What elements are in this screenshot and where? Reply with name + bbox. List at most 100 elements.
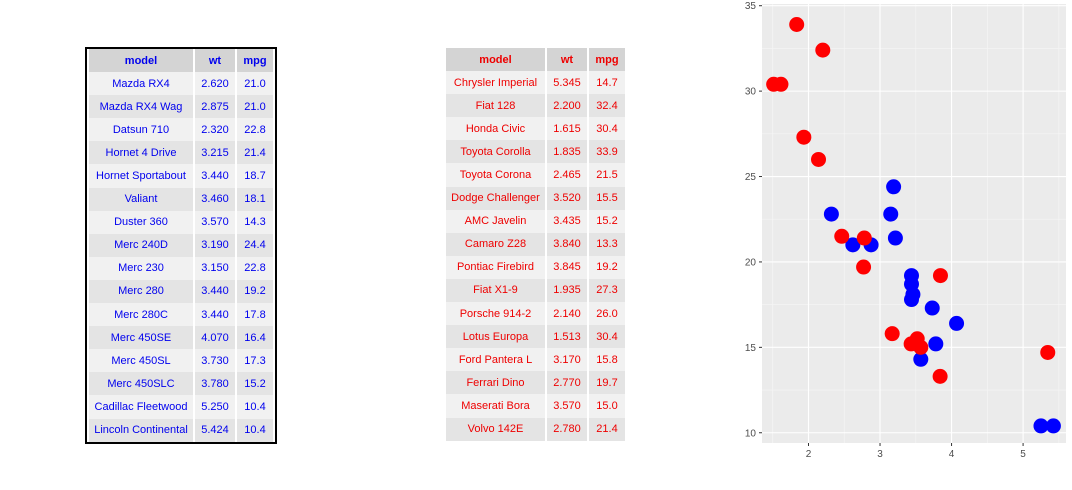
table-row[interactable]: Duster 360 3.570 14.3 [89,210,273,234]
table-row[interactable]: Camaro Z28 3.840 13.3 [446,232,625,256]
table-row[interactable]: Cadillac Fleetwood 5.250 10.4 [89,395,273,419]
cell-model: Chrysler Imperial [446,71,545,95]
cell-model: Ferrari Dino [446,371,545,395]
table-row[interactable]: Maserati Bora 3.570 15.0 [446,394,625,418]
table-row[interactable]: Hornet 4 Drive 3.215 21.4 [89,141,273,165]
cell-mpg: 17.8 [237,303,273,327]
cell-wt: 3.170 [547,348,587,372]
cell-mpg: 19.2 [589,255,625,279]
red-data-point [884,326,900,342]
blue-data-point [886,179,902,195]
cell-wt: 2.770 [547,371,587,395]
cell-mpg: 30.4 [589,117,625,141]
table-row[interactable]: Merc 280 3.440 19.2 [89,279,273,304]
cell-mpg: 16.4 [237,326,273,350]
x-tick-label: 3 [877,449,883,460]
table-row[interactable]: Valiant 3.460 18.1 [89,187,273,211]
table-row[interactable]: Merc 450SE 4.070 16.4 [89,326,273,350]
table-row[interactable]: Merc 450SLC 3.780 15.2 [89,372,273,396]
cell-model: Hornet 4 Drive [89,141,193,165]
cell-mpg: 24.4 [237,233,273,257]
y-tick-label: 30 [745,87,757,98]
table-row[interactable]: Mazda RX4 Wag 2.875 21.0 [89,95,273,119]
table-row[interactable]: Mazda RX4 2.620 21.0 [89,72,273,96]
y-tick-label: 10 [745,428,757,439]
table-row[interactable]: Dodge Challenger 3.520 15.5 [446,186,625,210]
cell-wt: 5.345 [547,71,587,95]
cell-model: Datsun 710 [89,118,193,142]
table-row[interactable]: Hornet Sportabout 3.440 18.7 [89,164,273,188]
cell-mpg: 27.3 [589,278,625,303]
table-row[interactable]: Lotus Europa 1.513 30.4 [446,325,625,349]
table-row[interactable]: Honda Civic 1.615 30.4 [446,117,625,141]
cell-wt: 5.424 [195,418,235,442]
red-data-point [932,268,948,284]
cell-wt: 2.465 [547,163,587,187]
cell-mpg: 32.4 [589,94,625,118]
column-header-wt[interactable]: wt [195,49,235,73]
cell-wt: 2.875 [195,95,235,119]
column-header-mpg[interactable]: mpg [589,48,625,72]
cell-model: Cadillac Fleetwood [89,395,193,419]
table-row[interactable]: Ford Pantera L 3.170 15.8 [446,348,625,372]
table-row[interactable]: Pontiac Firebird 3.845 19.2 [446,255,625,279]
blue-data-point [903,268,919,284]
cell-wt: 1.615 [547,117,587,141]
table-row[interactable]: Chrysler Imperial 5.345 14.7 [446,71,625,95]
table-row[interactable]: Fiat X1-9 1.935 27.3 [446,278,625,303]
blue-data-point [949,315,965,331]
cell-wt: 3.570 [547,394,587,418]
column-header-model[interactable]: model [446,48,545,72]
cell-model: Hornet Sportabout [89,164,193,188]
table-row[interactable]: Datsun 710 2.320 22.8 [89,118,273,142]
cell-wt: 1.513 [547,325,587,349]
cell-wt: 3.440 [195,279,235,304]
cell-model: Fiat X1-9 [446,278,545,303]
cell-mpg: 15.0 [589,394,625,418]
table-row[interactable]: Toyota Corona 2.465 21.5 [446,163,625,187]
cell-wt: 1.935 [547,278,587,303]
cell-model: Lotus Europa [446,325,545,349]
table-row[interactable]: Toyota Corolla 1.835 33.9 [446,140,625,164]
column-header-wt[interactable]: wt [547,48,587,72]
table-row[interactable]: Lincoln Continental 5.424 10.4 [89,418,273,442]
column-header-model[interactable]: model [89,49,193,73]
red-data-point [796,129,812,145]
cell-model: Merc 450SLC [89,372,193,396]
column-header-mpg[interactable]: mpg [237,49,273,73]
cell-wt: 3.730 [195,349,235,373]
table-row[interactable]: Merc 280C 3.440 17.8 [89,303,273,327]
table-row[interactable]: Ferrari Dino 2.770 19.7 [446,371,625,395]
cell-wt: 2.320 [195,118,235,142]
red-data-point [856,259,872,275]
cell-model: Mazda RX4 Wag [89,95,193,119]
cell-wt: 2.780 [547,417,587,441]
cell-mpg: 21.0 [237,95,273,119]
cell-wt: 3.570 [195,210,235,234]
cell-model: Merc 240D [89,233,193,257]
left-table-body: Mazda RX4 2.620 21.0 Mazda RX4 Wag 2.875 21.0… [89,72,273,442]
cell-mpg: 33.9 [589,140,625,164]
table-row[interactable]: Fiat 128 2.200 32.4 [446,94,625,118]
cell-model: Volvo 142E [446,417,545,441]
cell-wt: 3.440 [195,164,235,188]
blue-data-point [887,230,903,246]
table-row[interactable]: Volvo 142E 2.780 21.4 [446,417,625,441]
table-row[interactable]: Merc 450SL 3.730 17.3 [89,349,273,373]
table-row[interactable]: Merc 230 3.150 22.8 [89,256,273,280]
cell-wt: 3.435 [547,209,587,233]
cell-mpg: 18.7 [237,164,273,188]
table-row[interactable]: Porsche 914-2 2.140 26.0 [446,302,625,326]
cell-wt: 3.215 [195,141,235,165]
y-tick-label: 15 [745,343,757,354]
cell-mpg: 22.8 [237,256,273,280]
cell-wt: 2.200 [547,94,587,118]
red-data-point [834,228,850,244]
grid-lines [762,4,1066,443]
cell-mpg: 10.4 [237,418,273,442]
cell-wt: 3.150 [195,256,235,280]
table-row[interactable]: AMC Javelin 3.435 15.2 [446,209,625,233]
cell-mpg: 15.5 [589,186,625,210]
table-row[interactable]: Merc 240D 3.190 24.4 [89,233,273,257]
cell-model: Merc 450SL [89,349,193,373]
